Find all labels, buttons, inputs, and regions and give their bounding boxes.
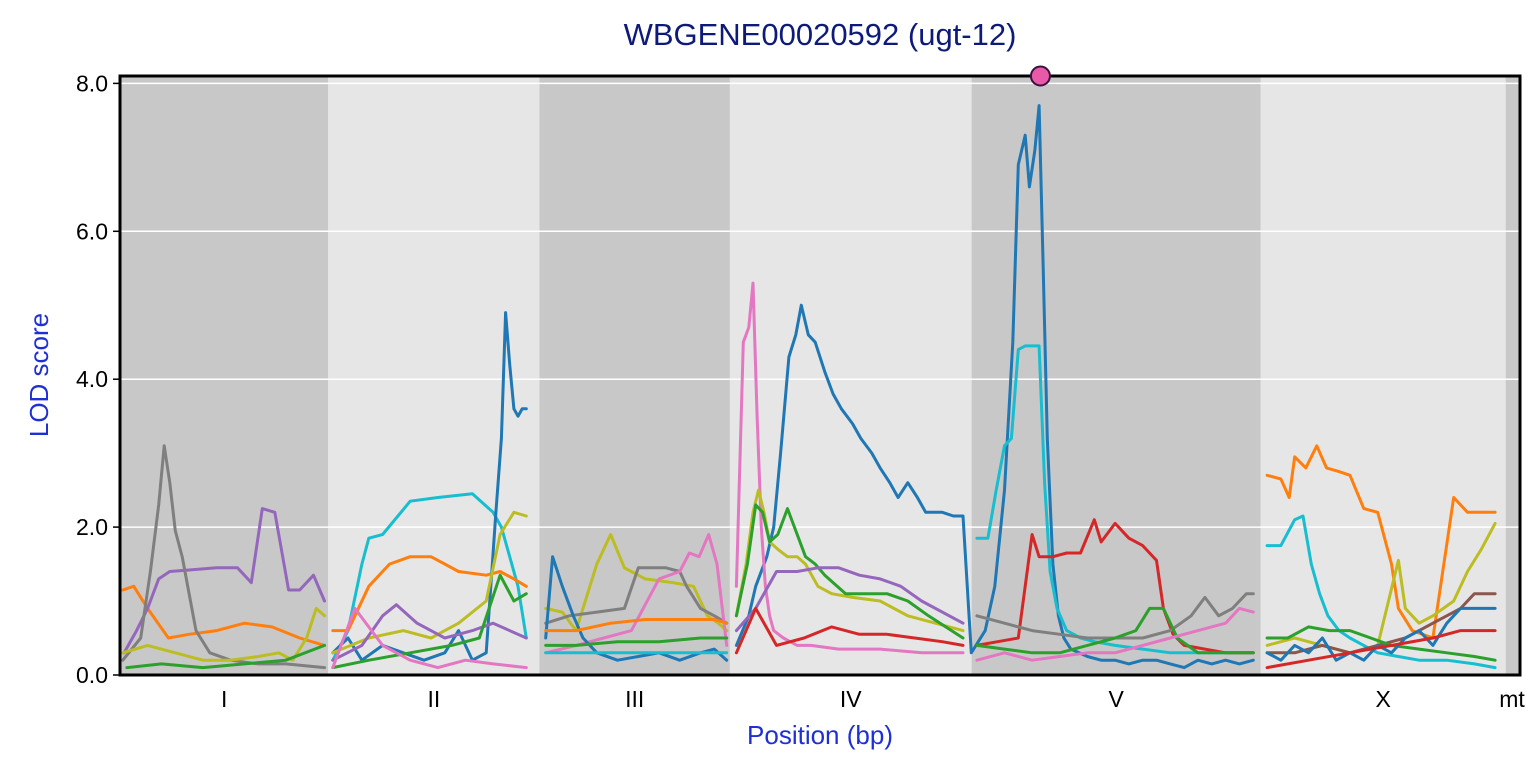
lod-series-line: [122, 507, 326, 655]
lod-series-line: [734, 488, 965, 633]
lod-series-line: [1265, 592, 1497, 655]
chromosome-band-II: [328, 76, 540, 675]
lod-series-line: [1265, 625, 1497, 662]
y-axis-ticks: 0.0 2.0 4.0 6.0 8.0: [76, 70, 120, 688]
lod-series-line: [331, 555, 528, 633]
lod-series-line: [544, 533, 729, 633]
y-tick-label: 8.0: [76, 70, 108, 96]
peak-marker: [1029, 65, 1051, 87]
lod-series-line: [975, 518, 1255, 655]
y-tick-label: 2.0: [76, 514, 108, 540]
y-tick-label: 6.0: [76, 218, 108, 244]
lod-series-line: [544, 636, 729, 647]
lod-lines: [121, 104, 1497, 670]
lod-series-line: [331, 510, 528, 655]
lod-series-line: [331, 603, 528, 662]
chromosome-label-mt: mt: [1499, 686, 1525, 712]
lod-series-line: [331, 573, 528, 670]
lod-series-line: [1265, 629, 1497, 670]
lod-series-line: [1265, 444, 1497, 640]
chromosome-label-III: III: [625, 686, 644, 712]
lod-series-line: [734, 503, 965, 640]
lod-series-line: [121, 606, 326, 662]
chromosome-band-IV: [729, 76, 972, 675]
lod-series-line: [125, 643, 326, 670]
lod-series-line: [544, 618, 729, 633]
lod-series-line: [544, 566, 729, 625]
chromosome-band-III: [539, 76, 730, 675]
y-tick-label: 4.0: [76, 366, 108, 392]
chromosome-label-I: I: [221, 686, 227, 712]
lod-series-line: [121, 584, 326, 647]
chromosome-label-II: II: [427, 686, 440, 712]
lod-series-line: [975, 606, 1255, 655]
chromosome-band-V: [971, 76, 1261, 675]
lod-series-line: [1265, 514, 1497, 670]
chromosome-band-X: [1260, 76, 1506, 675]
chromosome-bands: [120, 76, 1520, 675]
lod-series-line: [975, 606, 1255, 662]
chromosome-label-V: V: [1108, 686, 1124, 712]
chromosome-label-X: X: [1376, 686, 1391, 712]
peak-marker-group: [1029, 65, 1051, 87]
x-axis-label: Position (bp): [747, 720, 893, 750]
y-axis-label: LOD score: [24, 313, 54, 437]
lod-series-line: [734, 566, 965, 633]
lod-series-line: [734, 104, 1255, 670]
y-tick-label: 0.0: [76, 662, 108, 688]
chromosome-label-IV: IV: [840, 686, 862, 712]
lod-series-line: [544, 533, 729, 655]
plot-frame: [118, 74, 1522, 677]
chart-title: WBGENE00020592 (ugt-12): [624, 17, 1017, 52]
lod-series-line: [975, 344, 1255, 655]
lod-series-line: [1265, 606, 1497, 662]
lod-series-line: [331, 492, 528, 662]
lod-series-line: [975, 592, 1255, 640]
lod-series-line: [734, 606, 965, 655]
lod-series-line: [331, 606, 528, 670]
chromosome-band-mt: [1505, 76, 1520, 675]
lod-series-line: [734, 281, 965, 655]
chromosome-band-I: [120, 76, 329, 675]
gridlines: [120, 82, 1520, 528]
lod-series-line: [331, 311, 528, 662]
